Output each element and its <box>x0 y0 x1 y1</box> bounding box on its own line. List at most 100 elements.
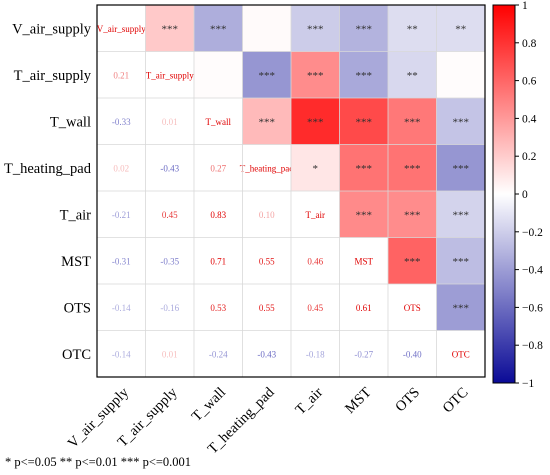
significance-mark: *** <box>307 70 324 82</box>
correlation-value-label: -0.18 <box>306 349 325 359</box>
heatmap-cell <box>339 51 388 98</box>
significance-mark: *** <box>453 256 470 268</box>
heatmap-cell <box>291 98 340 145</box>
colorbar-tick-label: −0.4 <box>522 265 543 277</box>
colorbar-tick-label: −1 <box>522 378 534 390</box>
heatmap-cell <box>97 330 146 377</box>
diagonal-label: T_air_supply <box>146 70 194 80</box>
heatmap-cell <box>97 98 146 145</box>
colorbar-tick-label: 0.6 <box>522 76 537 88</box>
heatmap-cell <box>242 284 291 331</box>
correlation-value-label: -0.14 <box>112 349 131 359</box>
heatmap-cell <box>388 51 437 98</box>
heatmap-cell <box>97 191 146 238</box>
heatmap-cell <box>339 98 388 145</box>
significance-footnote: * p<=0.05 ** p<=0.01 *** p<=0.001 <box>5 455 192 469</box>
correlation-value-label: -0.43 <box>160 163 179 173</box>
correlation-value-label: 0.46 <box>307 256 323 266</box>
heatmap-cell <box>388 330 437 377</box>
heatmap-cell <box>242 237 291 284</box>
correlation-value-label: 0.45 <box>162 210 178 220</box>
y-tick-label: T_heating_pad <box>4 161 92 177</box>
colorbar-tick-label: 0.8 <box>522 38 537 50</box>
correlation-value-label: 0.55 <box>259 256 275 266</box>
heatmap-grid <box>97 5 485 377</box>
heatmap-cell <box>242 191 291 238</box>
heatmap-cell <box>388 237 437 284</box>
colorbar-tick-label: 1 <box>522 0 528 12</box>
heatmap-cell <box>97 284 146 331</box>
colorbar-tick-label: −0.2 <box>522 227 543 239</box>
correlation-value-label: 0.10 <box>259 210 275 220</box>
heatmap-cell <box>436 237 485 284</box>
heatmap-cell <box>145 330 194 377</box>
x-tick-label: T_air <box>293 384 327 418</box>
correlation-value-label: -0.31 <box>112 256 131 266</box>
heatmap-cells: V_air_supply *** *** *** *** ** **0.21 T_air_su… <box>97 5 485 377</box>
significance-mark: *** <box>356 209 373 221</box>
correlation-value-label: -0.40 <box>403 349 422 359</box>
heatmap-cell <box>339 237 388 284</box>
x-tick-label: MST <box>342 384 374 416</box>
correlation-value-label: 0.55 <box>259 303 275 313</box>
correlation-value-label: 0.27 <box>210 163 226 173</box>
heatmap-cell <box>436 98 485 145</box>
heatmap-cell <box>194 5 243 52</box>
heatmap-frame <box>96 4 486 378</box>
colorbar-gradient <box>492 4 516 384</box>
significance-mark: *** <box>404 209 421 221</box>
heatmap-cell <box>242 51 291 98</box>
heatmap-cell <box>339 144 388 191</box>
heatmap-cell <box>291 330 340 377</box>
y-axis-labels: V_air_supply T_air_supply T_wall T_heating_… <box>4 21 92 363</box>
heatmap-cell <box>145 191 194 238</box>
significance-mark: ** <box>455 23 466 35</box>
heatmap-cell <box>291 51 340 98</box>
colorbar-tick-label: 0 <box>522 189 528 201</box>
heatmap-cell <box>145 284 194 331</box>
correlation-value-label: 0.45 <box>307 303 323 313</box>
heatmap-cell <box>339 330 388 377</box>
heatmap-cell <box>339 284 388 331</box>
significance-mark: *** <box>453 116 470 128</box>
heatmap-cell <box>97 5 146 52</box>
correlation-value-label: -0.35 <box>160 256 179 266</box>
diagonal-label: OTC <box>452 349 470 359</box>
heatmap-cell <box>194 284 243 331</box>
significance-mark: *** <box>404 116 421 128</box>
heatmap-cell <box>145 98 194 145</box>
heatmap-cell <box>291 191 340 238</box>
heatmap-cell <box>436 5 485 52</box>
correlation-value-label: -0.33 <box>112 117 131 127</box>
significance-mark: *** <box>356 116 373 128</box>
significance-mark: *** <box>307 23 324 35</box>
colorbar-tick-label: 0.2 <box>522 151 537 163</box>
heatmap-cell <box>339 191 388 238</box>
heatmap-cell <box>242 5 291 52</box>
correlation-value-label: -0.21 <box>112 210 131 220</box>
heatmap-cell <box>145 144 194 191</box>
significance-mark: *** <box>404 256 421 268</box>
diagonal-label: T_air <box>306 210 326 220</box>
y-tick-label: V_air_supply <box>12 21 92 37</box>
significance-mark: ** <box>407 70 418 82</box>
heatmap-cell <box>339 5 388 52</box>
heatmap-cell <box>97 237 146 284</box>
correlation-value-label: 0.01 <box>162 349 178 359</box>
diagonal-label: OTS <box>404 303 421 313</box>
heatmap-cell <box>388 191 437 238</box>
diagonal-label: V_air_supply <box>97 24 146 34</box>
heatmap-cell <box>388 5 437 52</box>
correlation-value-label: 0.21 <box>113 70 129 80</box>
correlation-value-label: -0.43 <box>257 349 276 359</box>
heatmap-cell <box>194 98 243 145</box>
y-tick-label: OTS <box>64 300 91 316</box>
y-tick-label: MST <box>61 254 91 270</box>
heatmap-cell <box>388 98 437 145</box>
correlation-value-label: 0.53 <box>210 303 226 313</box>
heatmap-cell <box>97 144 146 191</box>
y-tick-label: T_wall <box>50 114 91 130</box>
significance-mark: *** <box>404 163 421 175</box>
heatmap-cell <box>291 284 340 331</box>
heatmap-cell <box>194 51 243 98</box>
